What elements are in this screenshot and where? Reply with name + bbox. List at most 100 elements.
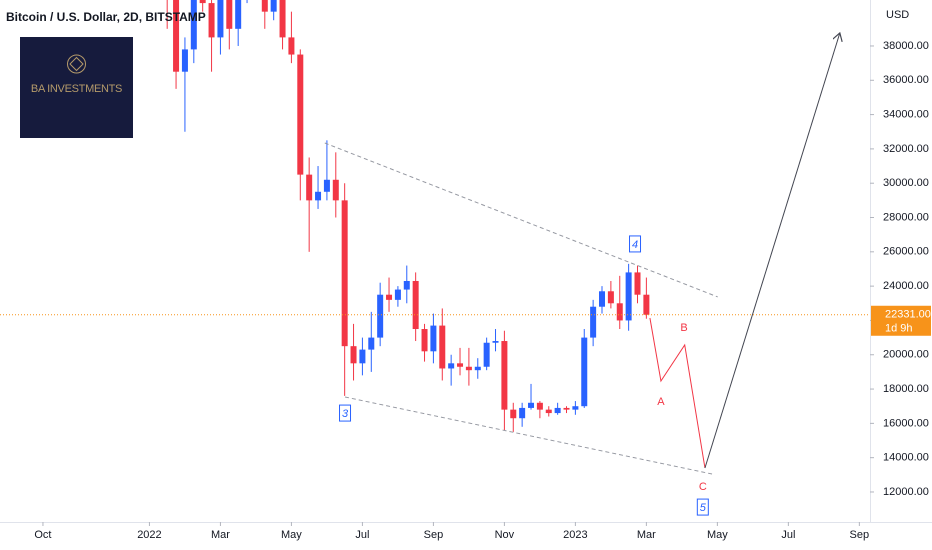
candle-body bbox=[501, 341, 508, 410]
candle-body bbox=[261, 0, 268, 12]
candle-body bbox=[377, 294, 384, 338]
last-price-label: 22331.00 bbox=[885, 309, 931, 321]
candle-body bbox=[270, 0, 277, 12]
candle-body bbox=[474, 366, 481, 371]
y-tick-label: 32000.00 bbox=[883, 143, 929, 155]
candle-body bbox=[563, 407, 570, 410]
candle-body bbox=[199, 0, 206, 4]
wave-label: 5 bbox=[700, 502, 707, 514]
trendline bbox=[649, 317, 706, 469]
candle-body bbox=[599, 291, 606, 307]
candle-body bbox=[173, 0, 180, 72]
candle-body bbox=[572, 406, 579, 410]
candle-body bbox=[581, 337, 588, 407]
candle-body bbox=[545, 409, 552, 414]
x-tick-label: 2023 bbox=[563, 529, 587, 541]
y-tick-label: 34000.00 bbox=[883, 108, 929, 120]
candle-body bbox=[341, 200, 348, 347]
wave-label: 3 bbox=[342, 408, 349, 420]
candle-body bbox=[439, 325, 446, 369]
candle-body bbox=[403, 280, 410, 290]
candle-body bbox=[306, 174, 313, 201]
candle-body bbox=[616, 303, 623, 321]
x-tick-label: Jul bbox=[781, 529, 795, 541]
logo-ring bbox=[67, 54, 86, 74]
candle-body bbox=[510, 409, 517, 419]
y-tick-label: 30000.00 bbox=[883, 177, 929, 189]
wave-label: A bbox=[657, 396, 665, 408]
logo-text: BA INVESTMENTS bbox=[31, 83, 122, 95]
candle-body bbox=[607, 291, 614, 304]
logo-diamond bbox=[69, 56, 84, 72]
last-price-box bbox=[871, 305, 931, 336]
y-tick-label: 28000.00 bbox=[883, 211, 929, 223]
x-tick-label: Oct bbox=[34, 529, 51, 541]
overlay: 12000.00 14000.00 16000.00 18000.00 20000.00… bbox=[34, 40, 931, 541]
candle-body bbox=[528, 402, 535, 408]
candle-body bbox=[483, 342, 490, 367]
candle-body bbox=[634, 272, 641, 295]
x-tick-label: May bbox=[281, 529, 302, 541]
candle-body bbox=[421, 329, 428, 352]
x-tick-label: Sep bbox=[424, 529, 444, 541]
wave-label: C bbox=[699, 481, 707, 493]
y-tick-label: 18000.00 bbox=[883, 383, 929, 395]
y-tick-label: 16000.00 bbox=[883, 417, 929, 429]
x-tick-label: Mar bbox=[637, 529, 656, 541]
y-tick-label: 20000.00 bbox=[883, 349, 929, 361]
candle-body bbox=[430, 325, 437, 352]
x-tick-label: Mar bbox=[211, 529, 230, 541]
x-tick-label: Jul bbox=[355, 529, 369, 541]
candle-body bbox=[288, 37, 295, 55]
countdown-label: 1d 9h bbox=[885, 323, 913, 335]
x-tick-label: Sep bbox=[850, 529, 870, 541]
chart-title: Bitcoin / U.S. Dollar, 2D, BITSTAMP bbox=[6, 10, 206, 24]
logo-box bbox=[20, 37, 133, 138]
candle-body bbox=[457, 363, 464, 367]
y-axis-label: USD bbox=[886, 9, 909, 21]
candle-body bbox=[590, 306, 597, 338]
candle-body bbox=[448, 363, 455, 369]
candle-body bbox=[368, 337, 375, 350]
candle-body bbox=[315, 191, 322, 201]
candle-body bbox=[235, 0, 242, 29]
y-tick-label: 14000.00 bbox=[883, 452, 929, 464]
candle-body bbox=[554, 407, 561, 414]
candle-body bbox=[332, 179, 339, 201]
candle-body bbox=[279, 0, 286, 38]
candle-body bbox=[181, 49, 188, 72]
x-tick-label: 2022 bbox=[137, 529, 161, 541]
y-tick-label: 38000.00 bbox=[883, 40, 929, 52]
candle-body bbox=[297, 54, 304, 175]
wave-label: B bbox=[680, 322, 687, 334]
wave-label: 4 bbox=[632, 239, 638, 251]
candle-body bbox=[190, 0, 197, 50]
trendline bbox=[704, 33, 840, 469]
y-tick-label: 12000.00 bbox=[883, 486, 929, 498]
candle-body bbox=[643, 294, 650, 315]
candle-body bbox=[386, 294, 393, 300]
candle-body bbox=[492, 341, 499, 343]
candle-body bbox=[625, 272, 632, 321]
y-tick-label: 26000.00 bbox=[883, 246, 929, 258]
candle-body bbox=[217, 0, 224, 38]
candle-body bbox=[465, 366, 472, 371]
candle-body bbox=[208, 3, 215, 38]
wave-label-box bbox=[696, 498, 709, 516]
candle-body bbox=[359, 349, 366, 364]
x-tick-label: Nov bbox=[495, 529, 515, 541]
candle-body bbox=[519, 407, 526, 419]
candle-body bbox=[394, 289, 401, 300]
y-tick-label: 36000.00 bbox=[883, 74, 929, 86]
plot-area: 3 4 5 A B C bbox=[0, 0, 870, 516]
wave-label-box bbox=[339, 404, 352, 422]
candle-body bbox=[323, 179, 330, 192]
trendline bbox=[324, 142, 718, 298]
x-tick-label: May bbox=[707, 529, 728, 541]
candle-body bbox=[412, 280, 419, 330]
wave-label-box bbox=[629, 235, 642, 253]
candle-body bbox=[226, 0, 233, 29]
candle-body bbox=[350, 346, 357, 364]
